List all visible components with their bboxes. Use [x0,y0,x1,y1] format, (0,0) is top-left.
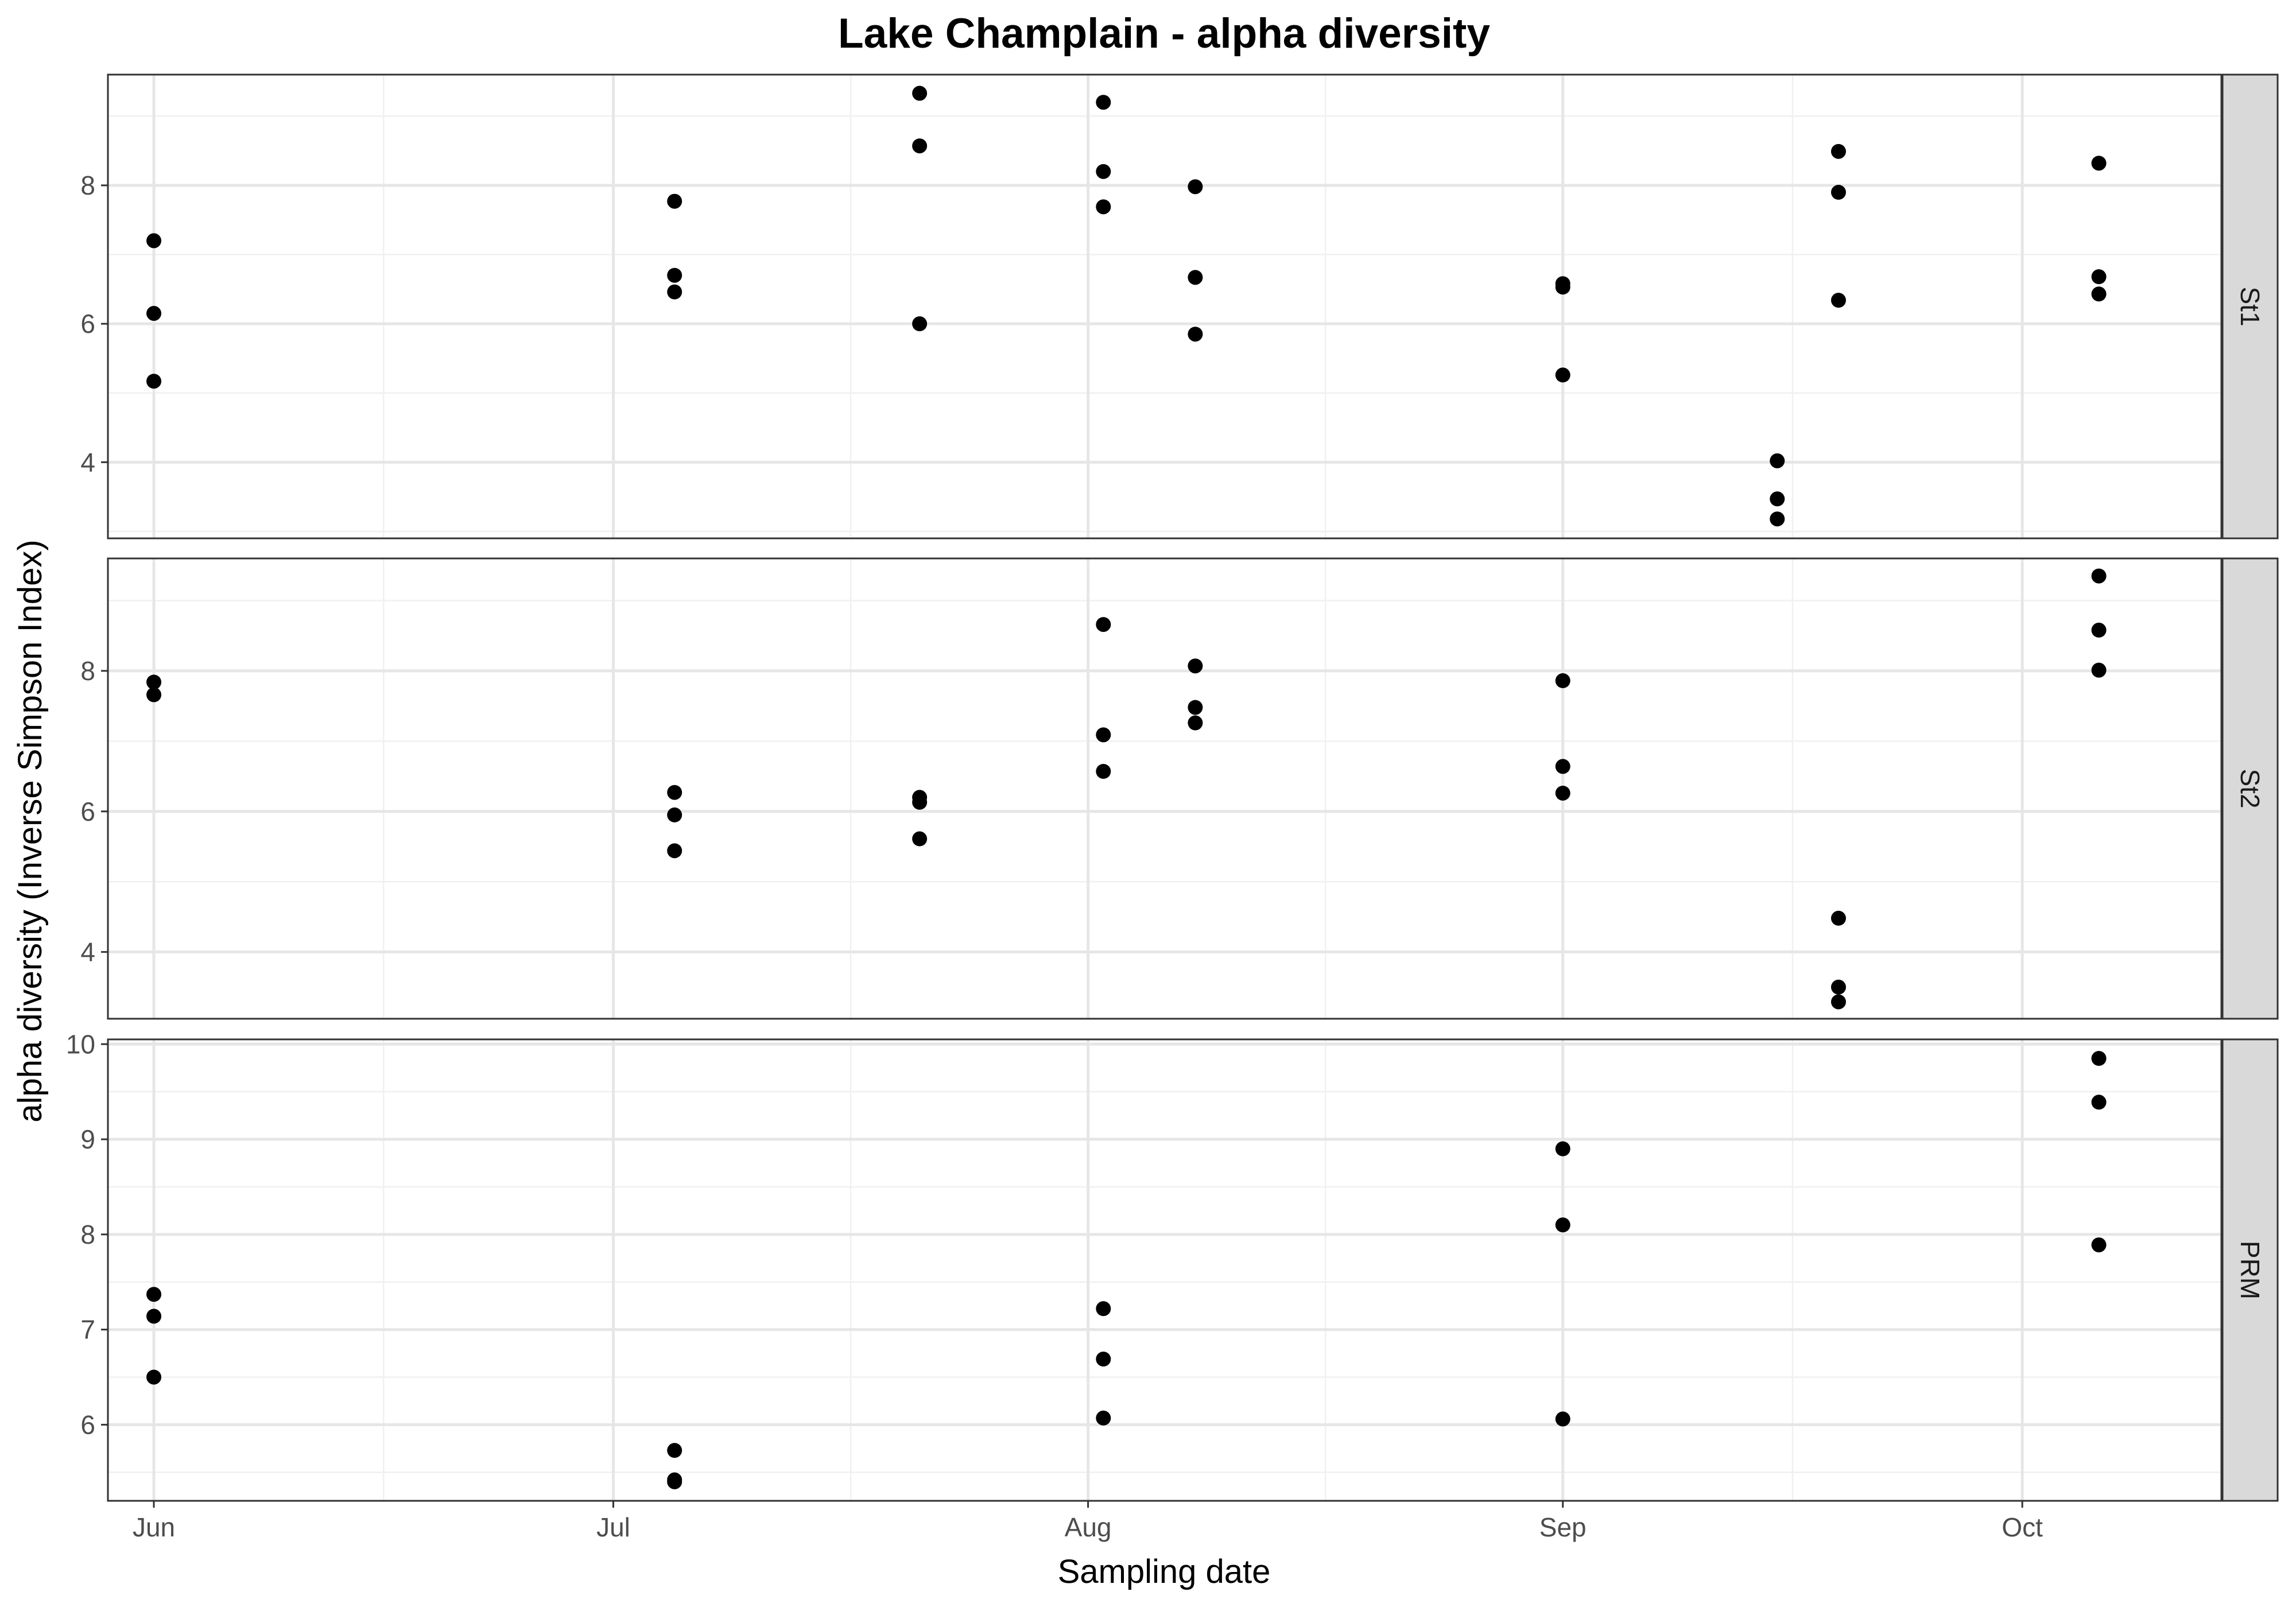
data-point [1830,185,1846,200]
data-point [146,674,162,690]
facet-strip [2221,73,2279,539]
data-point [1555,367,1570,383]
data-point [1770,491,1785,507]
data-point [1096,1301,1111,1317]
data-point [667,1443,682,1458]
data-point [146,233,162,249]
data-point [1830,143,1846,159]
facet-strip-label: St1 [2235,286,2265,326]
data-point [146,306,162,321]
data-point [667,807,682,822]
panel-border [107,73,2223,539]
data-point [912,86,928,101]
data-point [2091,1051,2107,1066]
data-point [2091,568,2107,584]
panel-border [107,557,2223,1020]
panel-background [108,75,2221,538]
x-axis-title: Sampling date [1058,1553,1271,1590]
data-point [1188,270,1203,285]
x-tick-label: Oct [2002,1512,2043,1542]
facet-strip-label: PRM [2235,1241,2265,1299]
data-point [912,831,928,847]
panel-background [108,558,2221,1019]
data-point [667,284,682,300]
data-point [1096,95,1111,110]
y-tick-label: 6 [80,797,95,826]
data-point [2091,286,2107,302]
data-point [1096,1410,1111,1426]
facet-panels: 4 6 8 St1 4 6 8 St2 6 7 8 9 10 PRM [66,73,2279,1502]
data-point [146,1309,162,1324]
data-point [1188,715,1203,731]
data-point [2091,156,2107,171]
data-point [912,316,928,332]
y-tick-label: 8 [80,656,95,686]
data-point [1188,327,1203,342]
data-point [912,794,928,810]
data-point [1555,280,1570,295]
data-point [667,843,682,859]
facet-panel-prm: 6 7 8 9 10 PRM [66,1029,2279,1502]
data-point [912,138,928,154]
x-tick-label: Aug [1065,1512,1112,1542]
data-point [2091,1094,2107,1110]
x-tick-label: Jun [133,1512,175,1542]
x-axis-ticks: Jun Jul Aug Sep Oct [133,1501,2043,1542]
y-tick-label: 8 [80,1220,95,1249]
data-point [146,1287,162,1302]
data-point [1555,759,1570,774]
data-point [1555,1411,1570,1427]
data-point [667,785,682,800]
data-point [2091,1237,2107,1253]
y-tick-label: 4 [80,937,95,967]
y-tick-label: 6 [80,1410,95,1439]
panel-border [107,1038,2223,1502]
data-point [1770,511,1785,527]
data-point [1096,199,1111,215]
facet-strip-label: St2 [2235,768,2265,808]
data-point [1555,1141,1570,1156]
y-axis-title: alpha diversity (Inverse Simpson Index) [11,539,49,1122]
facet-panel-st2: 4 6 8 St2 [80,557,2279,1020]
y-tick-label: 10 [66,1029,95,1059]
data-point [667,267,682,283]
data-point [667,1474,682,1489]
data-point [1096,1351,1111,1367]
y-tick-label: 8 [80,170,95,200]
data-point [2091,622,2107,638]
data-point [1830,979,1846,995]
data-point [146,687,162,702]
data-point [1096,764,1111,779]
data-point [146,1369,162,1385]
data-point [1188,179,1203,195]
data-point [146,374,162,389]
data-point [1555,1217,1570,1233]
panel-background [108,1039,2221,1501]
chart-title: Lake Champlain - alpha diversity [838,10,1490,57]
y-tick-label: 6 [80,309,95,339]
y-tick-label: 9 [80,1124,95,1154]
x-tick-label: Jul [596,1512,630,1542]
data-point [2091,662,2107,678]
data-point [1830,293,1846,308]
data-point [1555,673,1570,689]
facet-strip [2221,1038,2279,1502]
y-tick-label: 4 [80,447,95,477]
data-point [1096,727,1111,743]
data-point [2091,269,2107,285]
data-point [1188,658,1203,674]
data-point [1555,785,1570,801]
data-point [1830,994,1846,1010]
data-point [1188,700,1203,715]
data-point [667,193,682,209]
facet-panel-st1: 4 6 8 St1 [80,73,2279,539]
facet-strip [2221,557,2279,1020]
y-tick-label: 7 [80,1315,95,1345]
data-point [1770,453,1785,468]
data-point [1096,164,1111,179]
data-point [1830,910,1846,926]
x-tick-label: Sep [1539,1512,1587,1542]
data-point [1096,617,1111,632]
